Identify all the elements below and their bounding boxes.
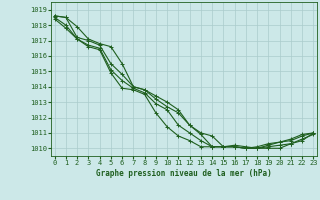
X-axis label: Graphe pression niveau de la mer (hPa): Graphe pression niveau de la mer (hPa): [96, 169, 272, 178]
